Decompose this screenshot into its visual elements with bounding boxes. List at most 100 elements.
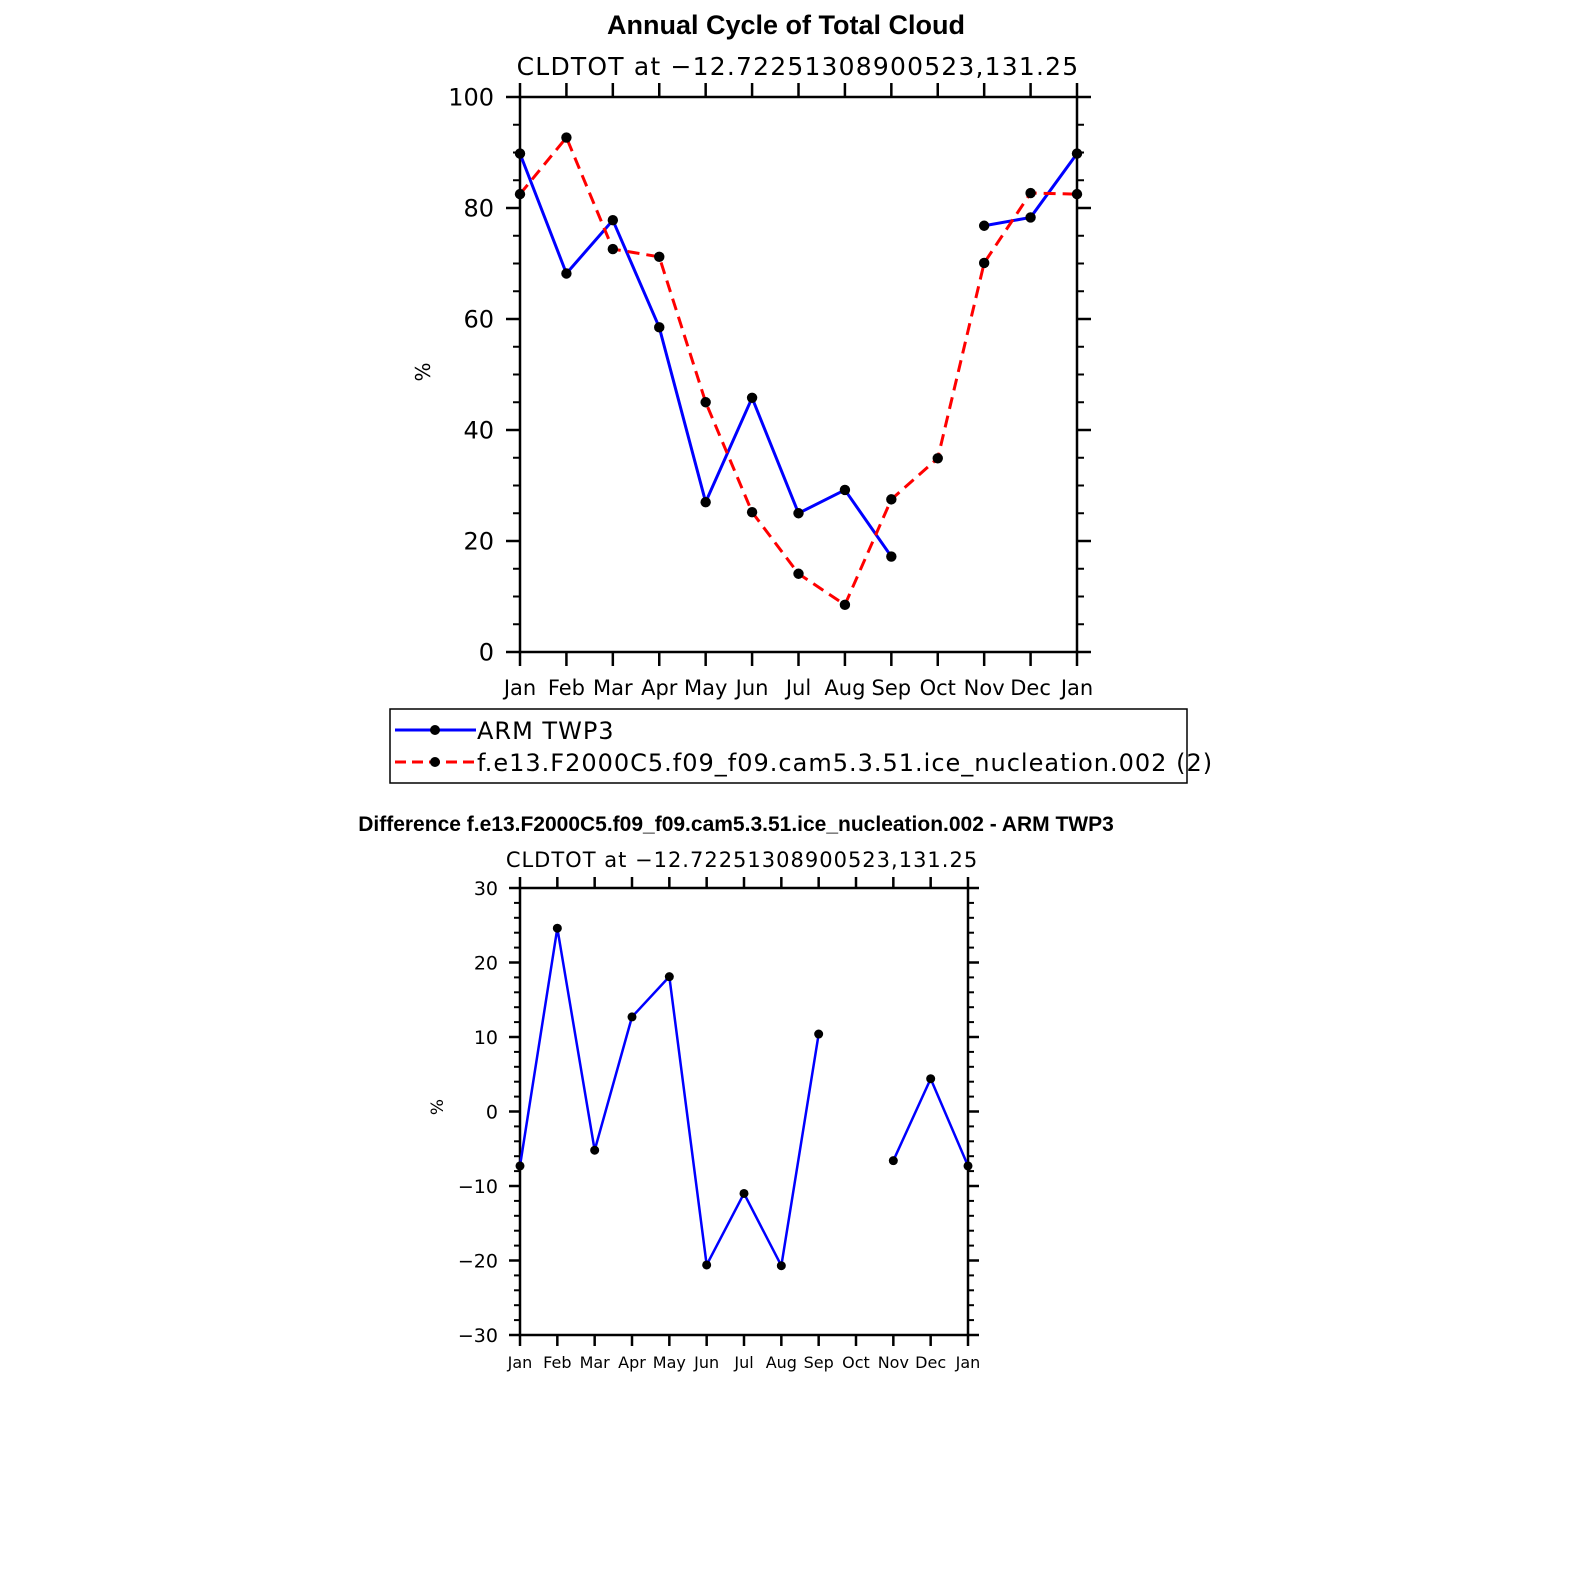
data-point-series-1 xyxy=(514,188,526,200)
x-tick-label: Jul xyxy=(784,676,811,700)
data-point-series-0 xyxy=(702,1260,712,1270)
data-point-series-0 xyxy=(746,392,758,404)
data-point-series-0 xyxy=(514,148,526,159)
y-tick-label: −30 xyxy=(458,1325,498,1347)
x-tick-label: Sep xyxy=(872,676,912,700)
y-tick-label: −10 xyxy=(458,1176,498,1198)
data-point-series-0 xyxy=(1071,148,1083,159)
x-tick-label: Aug xyxy=(766,1353,797,1372)
legend: ARM TWP3 f.e13.F2000C5.f09_f09.cam5.3.51… xyxy=(389,708,1213,784)
data-point-series-1 xyxy=(700,397,711,408)
data-point-series-0 xyxy=(739,1188,749,1198)
y-tick-label: 20 xyxy=(474,952,498,974)
data-point-series-0 xyxy=(963,1161,973,1171)
x-tick-label: Dec xyxy=(915,1353,946,1372)
x-tick-labels: Jan Feb Mar Apr May Jun Jul Aug Sep Oct Nov Dec Jan xyxy=(507,1353,981,1372)
data-point-series-0 xyxy=(561,268,572,279)
data-point-series-1 xyxy=(932,453,943,464)
y-tick-labels: 0 20 40 60 80 100 xyxy=(448,84,494,667)
difference-chart: Difference f.e13.F2000C5.f09_f09.cam5.3.… xyxy=(358,813,1114,1372)
data-point-series-1 xyxy=(746,506,758,518)
chart-subtitle: CLDTOT at −12.72251308900523,131.25 xyxy=(506,848,978,872)
series-points xyxy=(515,923,973,1271)
x-tick-label: Apr xyxy=(641,676,678,700)
legend-label-model: f.e13.F2000C5.f09_f09.cam5.3.51.ice_nucl… xyxy=(477,749,1213,777)
x-tick-label: Nov xyxy=(964,676,1005,700)
y-tick-label: 10 xyxy=(474,1027,498,1049)
data-point-series-0 xyxy=(654,322,665,333)
y-tick-label: 100 xyxy=(448,84,494,112)
x-tick-label: Apr xyxy=(618,1353,646,1372)
x-tick-label: Jan xyxy=(1059,676,1093,700)
data-point-series-0 xyxy=(627,1012,637,1022)
legend-marker-arm-twp3 xyxy=(430,725,440,735)
data-point-series-0 xyxy=(793,508,804,519)
data-point-series-0 xyxy=(515,1161,525,1171)
y-axis-label: % xyxy=(411,362,435,381)
y-axis-label: % xyxy=(428,1099,448,1115)
x-tick-label: Sep xyxy=(804,1353,834,1372)
data-point-series-0 xyxy=(664,972,674,982)
x-tick-label: Dec xyxy=(1010,676,1051,700)
x-tick-label: Jun xyxy=(693,1353,719,1372)
legend-box xyxy=(389,708,1188,784)
x-tick-label: Aug xyxy=(824,676,865,700)
chart-title: Annual Cycle of Total Cloud xyxy=(607,10,965,40)
y-tick-label: 40 xyxy=(463,417,494,445)
y-tick-label: 0 xyxy=(479,639,494,667)
data-point-series-1 xyxy=(839,599,851,611)
data-point-series-0 xyxy=(886,551,897,562)
x-tick-label: May xyxy=(684,676,727,700)
data-point-series-0 xyxy=(888,1156,898,1166)
x-tick-label: May xyxy=(653,1353,686,1372)
data-point-series-0 xyxy=(590,1145,600,1155)
data-point-series-1 xyxy=(1071,188,1083,200)
series-points xyxy=(514,132,1083,611)
x-tick-label: Feb xyxy=(548,676,585,700)
chart-subtitle: CLDTOT at −12.72251308900523,131.25 xyxy=(517,52,1080,81)
x-tick-label: Mar xyxy=(580,1353,611,1372)
data-point-series-1 xyxy=(654,251,665,263)
x-tick-label: Jun xyxy=(734,676,769,700)
y-tick-label: 20 xyxy=(463,528,494,556)
data-point-series-0 xyxy=(978,220,990,231)
y-tick-label: 60 xyxy=(463,306,494,334)
y-tick-label: 0 xyxy=(486,1101,498,1123)
legend-marker-model xyxy=(430,757,440,767)
data-point-series-1 xyxy=(1025,187,1036,199)
legend-label-arm-twp3: ARM TWP3 xyxy=(477,717,615,745)
data-point-series-1 xyxy=(886,494,897,505)
y-tick-labels: −30 −20 −10 0 10 20 30 xyxy=(458,878,498,1347)
data-point-series-1 xyxy=(793,568,804,579)
legend-entry-model: f.e13.F2000C5.f09_f09.cam5.3.51.ice_nucl… xyxy=(395,749,1213,777)
x-tick-label: Feb xyxy=(543,1353,571,1372)
x-tick-label: Jul xyxy=(733,1353,753,1372)
data-point-series-0 xyxy=(814,1029,824,1039)
x-tick-label: Jan xyxy=(507,1353,533,1372)
data-point-series-1 xyxy=(561,132,572,143)
x-tick-label: Oct xyxy=(920,676,956,700)
x-tick-labels: Jan Feb Mar Apr May Jun Jul Aug Sep Oct Nov Dec Jan xyxy=(502,676,1093,700)
x-tick-label: Jan xyxy=(502,676,536,700)
chart-title: Difference f.e13.F2000C5.f09_f09.cam5.3.… xyxy=(358,813,1114,836)
y-tick-label: 80 xyxy=(463,195,494,223)
data-point-series-0 xyxy=(1025,212,1036,223)
y-tick-label: 30 xyxy=(474,878,498,900)
x-tick-label: Oct xyxy=(842,1353,870,1372)
x-tick-label: Nov xyxy=(878,1353,909,1372)
data-point-series-0 xyxy=(607,215,619,226)
annual-cycle-chart: Annual Cycle of Total Cloud CLDTOT at −1… xyxy=(389,10,1213,784)
x-tick-label: Mar xyxy=(593,676,633,700)
data-point-series-0 xyxy=(839,484,851,496)
data-point-series-0 xyxy=(776,1261,786,1271)
x-tick-label: Jan xyxy=(955,1353,981,1372)
legend-entry-arm-twp3: ARM TWP3 xyxy=(395,717,615,745)
y-tick-label: −20 xyxy=(458,1250,498,1272)
data-point-series-0 xyxy=(552,923,562,933)
data-point-series-0 xyxy=(700,496,711,508)
plot-frame-and-ticks xyxy=(509,877,979,1346)
data-point-series-1 xyxy=(607,243,619,255)
data-point-series-1 xyxy=(978,257,990,269)
